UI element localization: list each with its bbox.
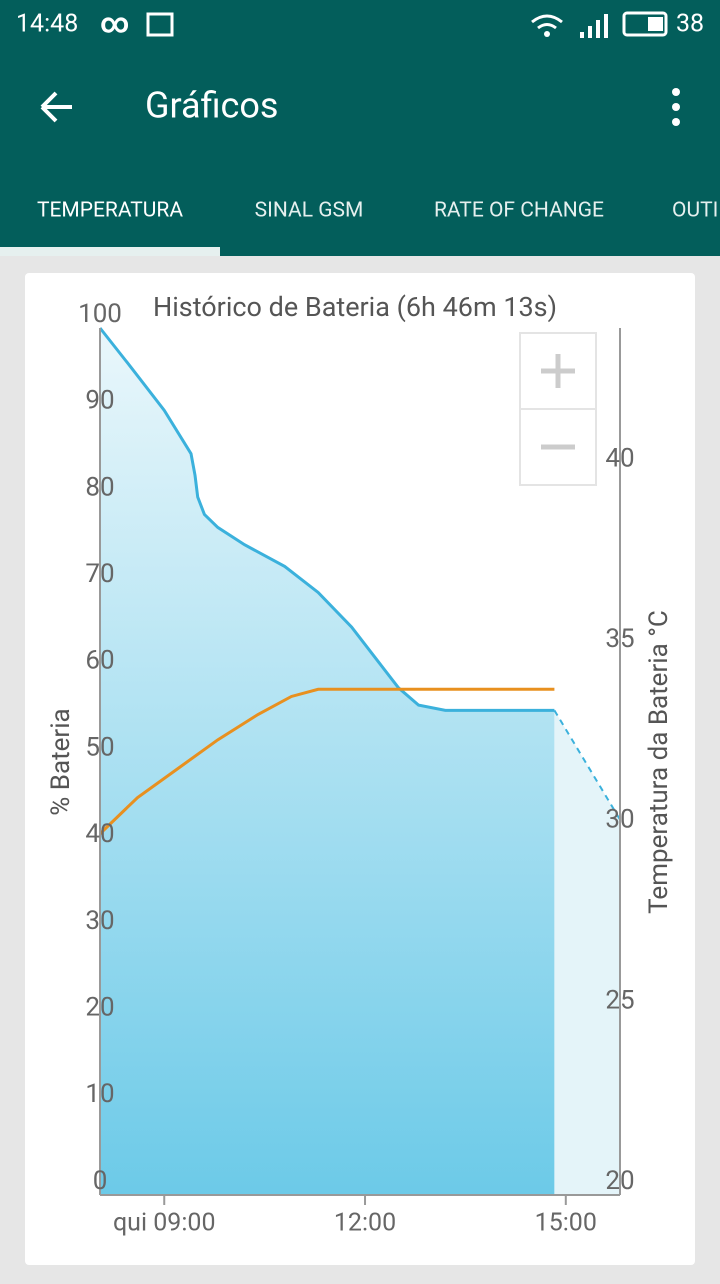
y-tick-label: 80	[85, 472, 114, 502]
wifi-icon	[531, 14, 563, 30]
tab[interactable]: OUTI	[672, 199, 718, 223]
y-tick-label: 90	[85, 386, 114, 416]
x-tick-label: 12:00	[334, 1209, 396, 1238]
status-icon	[146, 12, 174, 37]
y2-axis-label: Temperatura da Bateria °C	[644, 610, 674, 914]
y2-tick-label: 20	[605, 1166, 634, 1196]
y2-tick-label: 30	[605, 805, 634, 835]
y-tick-label: 30	[85, 906, 114, 936]
x-tick-label: qui 09:00	[113, 1209, 216, 1238]
y-tick-label: 40	[85, 819, 114, 849]
y-tick-label: 60	[85, 646, 114, 676]
line	[98, 327, 555, 712]
tab[interactable]: TEMPERATURA	[37, 199, 183, 223]
y-tick-label: 70	[85, 559, 114, 589]
header-bg	[0, 0, 720, 256]
line	[98, 687, 555, 835]
area	[554, 710, 620, 1195]
y-tick-label: 50	[85, 732, 114, 762]
battery-icon	[622, 11, 668, 37]
battery-icon	[648, 17, 663, 31]
y-tick-label: 20	[85, 992, 114, 1022]
plot: 0 10 20 30 40 50 60 70 80 90 100 20 25 30 35 40 qui 09:0…	[78, 299, 635, 1238]
tab[interactable]: SINAL GSM	[255, 199, 364, 223]
zoom-in-button[interactable]	[519, 332, 597, 410]
x-tick-label: 15:00	[535, 1209, 597, 1238]
menu-button[interactable]	[672, 88, 680, 126]
y-axis-label: % Bateria	[46, 708, 76, 815]
app-title: Gráficos	[145, 85, 279, 127]
status-icon: ∞	[100, 6, 129, 39]
y2-tick-label: 40	[605, 443, 634, 473]
y2-tick-label: 35	[605, 624, 634, 654]
signal-icon	[580, 14, 608, 38]
wifi-icon	[544, 31, 550, 37]
y-tick-label: 0	[93, 1166, 108, 1196]
y-tick-label: 10	[85, 1079, 114, 1109]
tab[interactable]: RATE OF CHANGE	[434, 199, 604, 223]
status-time: 14:48	[16, 10, 78, 39]
y2-tick-label: 25	[605, 985, 634, 1015]
back-button[interactable]	[40, 91, 72, 123]
tab-indicator	[0, 247, 220, 256]
status-battery: 38	[676, 10, 704, 39]
zoom-out-button[interactable]	[519, 408, 597, 486]
chart-title: Histórico de Bateria (6h 46m 13s)	[153, 291, 557, 323]
area	[100, 328, 555, 1195]
y-tick-label: 100	[78, 299, 122, 329]
